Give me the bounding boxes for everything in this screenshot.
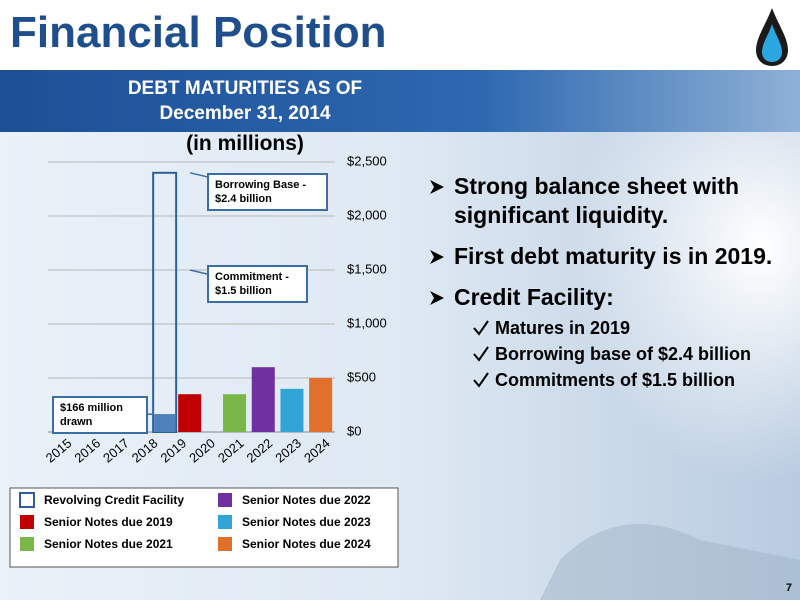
bar [280, 388, 304, 432]
legend-swatch [20, 515, 34, 529]
legend-label: Senior Notes due 2021 [44, 537, 173, 551]
callout: Commitment - $1.5 billion [207, 265, 308, 303]
check-mark [473, 320, 489, 336]
title-band [0, 0, 800, 70]
y-tick-label: $0 [347, 423, 361, 438]
photo-shape [540, 524, 800, 600]
legend-label: Senior Notes due 2019 [44, 515, 173, 529]
bullet-arrow [430, 180, 444, 194]
y-tick-label: $1,000 [347, 315, 387, 330]
callout: Borrowing Base - $2.4 billion [207, 172, 328, 211]
legend-swatch [218, 493, 232, 507]
y-tick-label: $500 [347, 369, 376, 384]
bullet-arrow [430, 250, 444, 264]
legend-label: Senior Notes due 2024 [242, 537, 371, 551]
legend-swatch [218, 515, 232, 529]
logo-inner [762, 24, 782, 62]
legend-label: Senior Notes due 2023 [242, 515, 371, 529]
legend-swatch [20, 537, 34, 551]
callout-pointer [189, 172, 208, 178]
sub-bullet: Matures in 2019 [495, 318, 631, 338]
y-tick-label: $2,500 [347, 153, 387, 168]
check-mark [473, 372, 489, 388]
legend-swatch [19, 492, 35, 508]
sub-bullet: Borrowing base of $2.4 billion [495, 344, 752, 364]
legend-label: Senior Notes due 2022 [242, 493, 371, 507]
bar [309, 378, 333, 432]
check-mark [473, 346, 489, 362]
legend-box [9, 487, 399, 568]
chart-subtitle: (in millions) [186, 132, 304, 155]
legend-swatch [218, 537, 232, 551]
bar [251, 367, 275, 432]
y-tick-label: $2,000 [347, 207, 387, 222]
callout: $166 million drawn [52, 396, 148, 435]
header-band [0, 70, 800, 132]
photo-glow [420, 130, 800, 600]
page-title: Financial Position [10, 8, 387, 57]
bullet: Credit Facility: [454, 284, 614, 310]
bullet: First debt maturity is in 2019. [454, 243, 773, 269]
sub-bullet: Commitments of $1.5 billion [495, 370, 736, 390]
legend-label: Revolving Credit Facility [44, 493, 184, 507]
y-tick-label: $1,500 [347, 261, 387, 276]
chart-title: December 31, 2014 [159, 103, 331, 124]
bar [178, 394, 202, 432]
bar [223, 394, 247, 432]
callout-pointer [189, 269, 208, 275]
bullet: Strong balance sheet with significant li… [454, 173, 739, 228]
bullet-arrow [430, 291, 444, 305]
page-number: 7 [785, 582, 792, 594]
drawn-bar [154, 414, 176, 432]
chart-title: DEBT MATURITIES AS OF [127, 78, 363, 99]
